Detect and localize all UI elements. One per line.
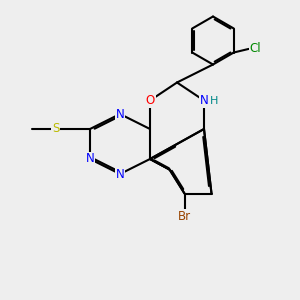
- Text: N: N: [85, 152, 94, 166]
- Text: Br: Br: [178, 209, 191, 223]
- Text: Cl: Cl: [250, 42, 261, 56]
- Text: O: O: [146, 94, 154, 107]
- Text: S: S: [52, 122, 59, 136]
- Text: N: N: [116, 167, 124, 181]
- Text: H: H: [210, 95, 219, 106]
- Text: N: N: [116, 107, 124, 121]
- Text: N: N: [200, 94, 208, 107]
